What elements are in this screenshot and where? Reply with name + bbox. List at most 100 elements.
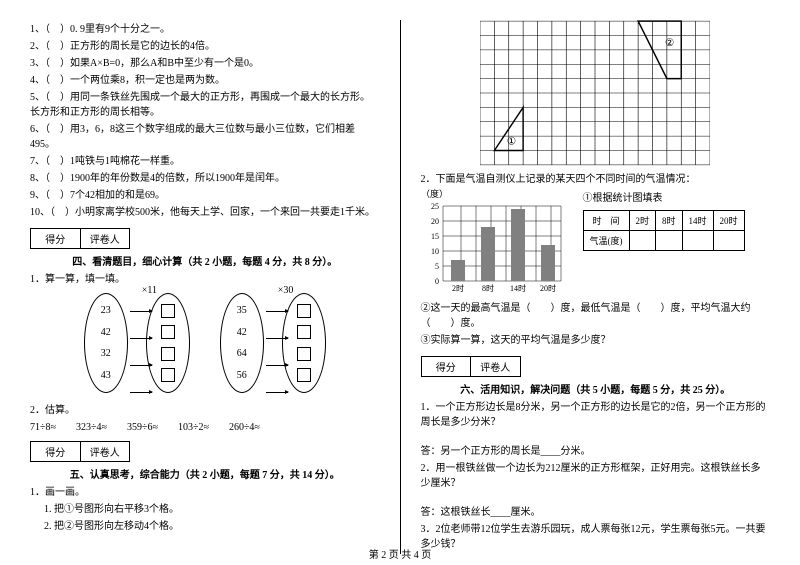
answer-box [161,347,175,361]
q6-2-answer: 答：这根铁丝长____厘米。 [421,505,771,520]
column-divider [400,20,401,554]
q6-1: 1．一个正方形边长是8分米，另一个正方形的边长是它的2倍，另一个正方形的周长是多… [421,400,771,430]
answer-box [161,325,175,339]
score-label: 得分 [31,229,81,248]
score-box: 得分 评卷人 [30,441,130,462]
judgment-item: 1、（ ）0. 9里有9个十分之一。 [30,22,380,37]
section6-title: 六、活用知识，解决问题（共 5 小题，每题 5 分，共 25 分）。 [421,381,771,396]
arrows [266,303,288,401]
oval-num: 56 [237,370,247,381]
judgment-item: 8、（ ）1900年的年份数是4的倍数，所以1900年是闰年。 [30,171,380,186]
q2-intro: 2．下面是气温自测仪上记录的某天四个不同时间的气温情况： [421,172,771,187]
answer-box [161,304,175,318]
grader-label: 评卷人 [81,229,130,248]
oval-label: ×30 [278,285,294,296]
temperature-bar-chart: （度） 25 20 15 10 5 0 2时 8时 14时 20时 [421,189,571,299]
translation-grid: ② ① [480,20,710,166]
svg-text:8时: 8时 [482,283,494,293]
svg-text:14时: 14时 [510,283,526,293]
shape2-label: ② [665,38,674,49]
grader-label: 评卷人 [471,357,520,376]
td [682,231,713,251]
y-axis-label: （度） [421,189,448,199]
oval-num: 35 [237,305,247,316]
page-footer: 第 2 页 共 4 页 [0,546,800,561]
judgment-item: 5、（ ）用同一条铁丝先围成一个最大的正方形，再围成一个最大的长方形。长方形和正… [30,90,380,120]
svg-text:20时: 20时 [540,283,556,293]
estimate-item: 71÷8≈ [30,422,56,433]
judgment-item: 3、（ ）如果A×B=0，那么A和B中至少有一个是0。 [30,56,380,71]
oval-source: 35 42 64 56 [220,293,264,393]
th-time: 时 间 [583,211,629,231]
oval-group-right: ×30 35 42 64 56 [220,293,326,393]
q4-1: 1．算一算，填一填。 [30,272,380,287]
q6-1-answer: 答：另一个正方形的周长是____分米。 [421,444,771,459]
bar [511,209,525,281]
q2-2: ②这一天的最高气温是（ ）度，最低气温是（ ）度，平均气温大约（ ）度。 [421,301,771,331]
q6-2: 2．用一根铁丝做一个边长为212厘米的正方形框架，正好用完。这根铁丝长多少厘米？ [421,461,771,491]
judgment-list: 1、（ ）0. 9里有9个十分之一。 2、（ ）正方形的周长是它的边长的4倍。 … [30,22,380,220]
score-label: 得分 [422,357,472,376]
svg-text:15: 15 [431,232,439,241]
oval-group-left: ×11 23 42 32 43 [84,293,190,393]
q4-2: 2．估算。 [30,403,380,418]
q5-1b: 2. 把②号图形向左移动4个格。 [30,519,380,534]
svg-text:0: 0 [435,277,439,286]
svg-text:5: 5 [435,262,439,271]
right-column: ② ① 2．下面是气温自测仪上记录的某天四个不同时间的气温情况： （度） 25 2… [421,20,771,554]
temperature-table: 时 间 2时 8时 14时 20时 气温(度) [583,210,745,251]
answer-box [297,325,311,339]
judgment-item: 10、（ ）小明家离学校500米，他每天上学、回家，一个来回一共要走1千米。 [30,205,380,220]
score-box: 得分 评卷人 [30,228,130,249]
estimate-item: 323÷4≈ [76,422,107,433]
table-row: 气温(度) [583,231,744,251]
bar [541,245,555,281]
score-label: 得分 [31,442,81,461]
td [713,231,744,251]
svg-text:10: 10 [431,247,439,256]
oval-num: 64 [237,348,247,359]
q5-1: 1．画一画。 [30,485,380,500]
oval-num: 42 [237,327,247,338]
oval-num: 42 [101,327,111,338]
oval-target [282,293,326,393]
answer-box [297,347,311,361]
oval-num: 43 [101,370,111,381]
grader-label: 评卷人 [81,442,130,461]
q5-1a: 1. 把①号图形向右平移3个格。 [30,502,380,517]
answer-box [161,368,175,382]
table-row: 时 间 2时 8时 14时 20时 [583,211,744,231]
judgment-item: 2、（ ）正方形的周长是它的边长的4倍。 [30,39,380,54]
answer-box [297,304,311,318]
th: 20时 [713,211,744,231]
td [656,231,683,251]
th: 8时 [656,211,683,231]
stat-table-wrap: ①根据统计图填表 时 间 2时 8时 14时 20时 气温(度) [583,189,745,251]
answer-box [297,368,311,382]
th-temp: 气温(度) [583,231,629,251]
table-title: ①根据统计图填表 [583,189,745,204]
score-box: 得分 评卷人 [421,356,521,377]
oval-diagram: ×11 23 42 32 43 ×30 [30,293,380,393]
estimate-item: 359÷6≈ [127,422,158,433]
oval-source: 23 42 32 43 [84,293,128,393]
chart-and-table: （度） 2520151050 2时8时14时20时 [421,189,771,299]
q2-3: ③实际算一算，这天的平均气温是多少度？ [421,333,771,348]
th: 14时 [682,211,713,231]
svg-text:2时: 2时 [452,283,464,293]
left-column: 1、（ ）0. 9里有9个十分之一。 2、（ ）正方形的周长是它的边长的4倍。 … [30,20,380,554]
estimate-item: 103÷2≈ [178,422,209,433]
arrows [130,303,152,401]
svg-text:25: 25 [431,202,439,211]
oval-num: 23 [101,305,111,316]
oval-num: 32 [101,348,111,359]
judgment-item: 4、（ ）一个两位乘8，积一定也是两为数。 [30,73,380,88]
section5-title: 五、认真思考，综合能力（共 2 小题，每题 7 分，共 14 分）。 [30,466,380,481]
shape1-label: ① [507,136,516,147]
estimate-item: 260÷4≈ [229,422,260,433]
svg-text:20: 20 [431,217,439,226]
estimate-row: 71÷8≈ 323÷4≈ 359÷6≈ 103÷2≈ 260÷4≈ [30,422,380,433]
judgment-item: 6、（ ）用3，6，8这三个数字组成的最大三位数与最小三位数，它们相差495。 [30,122,380,152]
bar [451,260,465,281]
judgment-item: 7、（ ）1吨铁与1吨棉花一样重。 [30,154,380,169]
